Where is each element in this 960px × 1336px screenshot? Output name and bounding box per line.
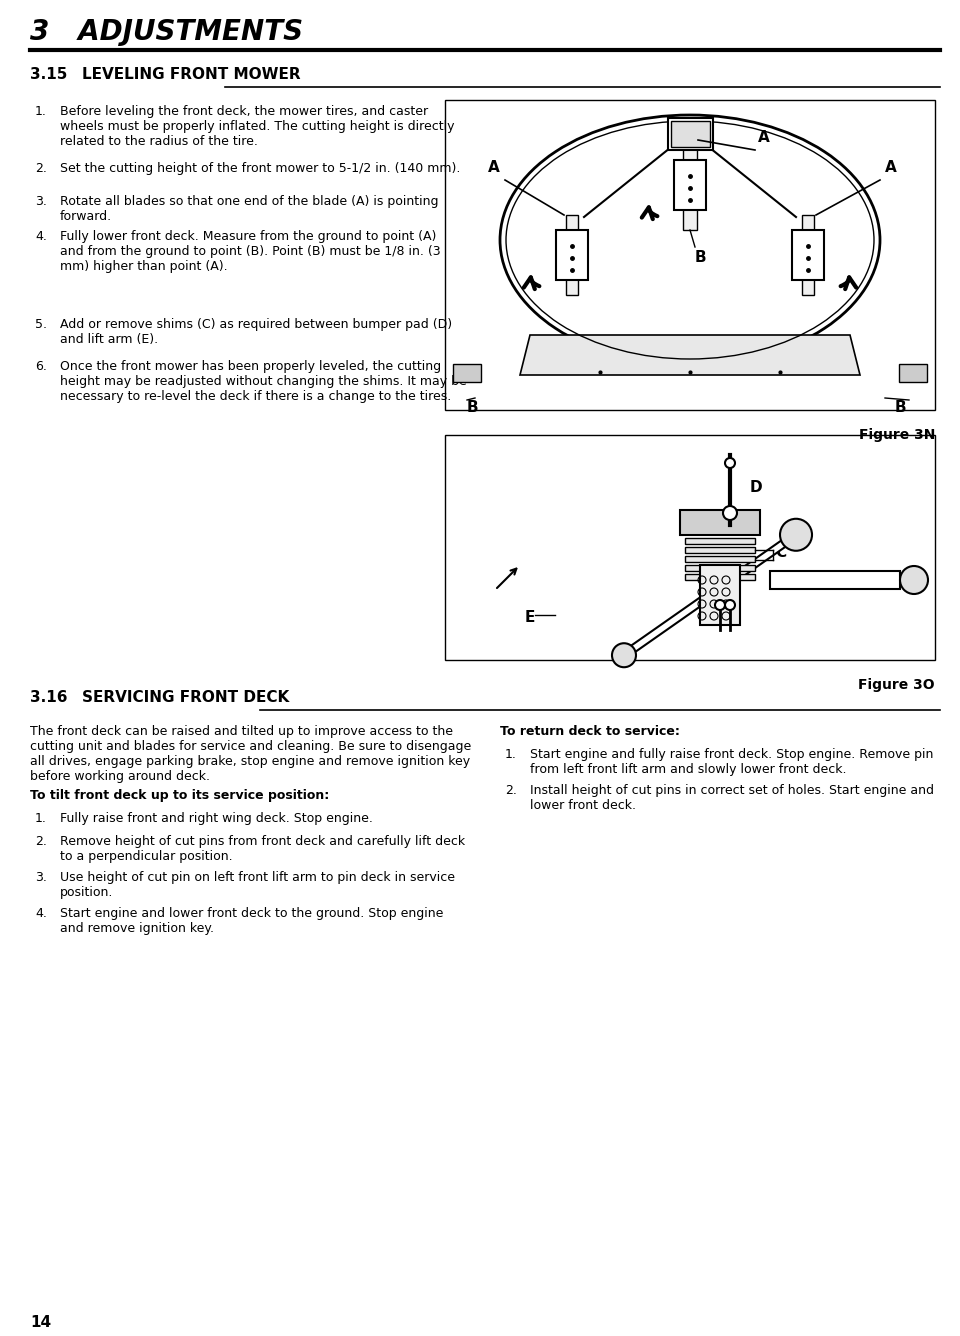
Text: 3.15: 3.15 xyxy=(30,67,67,81)
Bar xyxy=(670,122,709,147)
Text: B: B xyxy=(895,399,906,415)
Text: Remove height of cut pins from front deck and carefully lift deck
to a perpendic: Remove height of cut pins from front dec… xyxy=(60,835,466,863)
Text: The front deck can be raised and tilted up to improve access to the
cutting unit: The front deck can be raised and tilted … xyxy=(30,725,471,783)
Polygon shape xyxy=(520,335,860,375)
Text: 3.: 3. xyxy=(35,195,47,208)
Text: E: E xyxy=(524,611,535,625)
Text: A: A xyxy=(885,160,897,175)
Bar xyxy=(899,363,927,382)
Text: Rotate all blades so that one end of the blade (A) is pointing
forward.: Rotate all blades so that one end of the… xyxy=(60,195,439,223)
Bar xyxy=(685,538,755,544)
Text: Start engine and lower front deck to the ground. Stop engine
and remove ignition: Start engine and lower front deck to the… xyxy=(60,907,444,935)
Text: 5.: 5. xyxy=(35,318,47,331)
Bar xyxy=(674,160,706,210)
Text: 14: 14 xyxy=(30,1315,51,1331)
Text: LEVELING FRONT MOWER: LEVELING FRONT MOWER xyxy=(82,67,300,81)
Bar xyxy=(685,565,755,570)
Text: 1.: 1. xyxy=(505,748,516,762)
Text: Use height of cut pin on left front lift arm to pin deck in service
position.: Use height of cut pin on left front lift… xyxy=(60,871,455,899)
Text: 4.: 4. xyxy=(35,907,47,921)
Text: Install height of cut pins in correct set of holes. Start engine and
lower front: Install height of cut pins in correct se… xyxy=(530,784,934,812)
Bar xyxy=(685,556,755,562)
Bar xyxy=(685,574,755,580)
Text: 2.: 2. xyxy=(35,835,47,848)
Text: D: D xyxy=(750,480,762,496)
Text: Figure 3N: Figure 3N xyxy=(858,428,935,442)
Text: B: B xyxy=(467,399,479,415)
Circle shape xyxy=(725,458,735,468)
Text: To tilt front deck up to its service position:: To tilt front deck up to its service pos… xyxy=(30,790,329,802)
Text: C: C xyxy=(775,545,786,560)
Text: To return deck to service:: To return deck to service: xyxy=(500,725,680,737)
Bar xyxy=(667,118,712,150)
Polygon shape xyxy=(617,526,803,664)
Text: 4.: 4. xyxy=(35,230,47,243)
Text: Once the front mower has been properly leveled, the cutting
height may be readju: Once the front mower has been properly l… xyxy=(60,359,467,403)
Circle shape xyxy=(780,518,812,550)
Text: SERVICING FRONT DECK: SERVICING FRONT DECK xyxy=(82,689,289,705)
Polygon shape xyxy=(566,215,578,295)
Ellipse shape xyxy=(500,115,880,365)
Text: 2.: 2. xyxy=(505,784,516,798)
Text: Fully lower front deck. Measure from the ground to point (A)
and from the ground: Fully lower front deck. Measure from the… xyxy=(60,230,441,273)
Circle shape xyxy=(612,643,636,667)
Bar xyxy=(445,100,935,410)
Text: 3.: 3. xyxy=(35,871,47,884)
Text: 2.: 2. xyxy=(35,162,47,175)
Text: Set the cutting height of the front mower to 5-1/2 in. (140 mm).: Set the cutting height of the front mowe… xyxy=(60,162,461,175)
Text: Before leveling the front deck, the mower tires, and caster
wheels must be prope: Before leveling the front deck, the mowe… xyxy=(60,106,454,148)
Circle shape xyxy=(900,566,928,595)
Text: Start engine and fully raise front deck. Stop engine. Remove pin
from left front: Start engine and fully raise front deck.… xyxy=(530,748,933,776)
Polygon shape xyxy=(683,140,697,230)
Text: A: A xyxy=(489,160,500,175)
Text: 6.: 6. xyxy=(35,359,47,373)
Text: 1.: 1. xyxy=(35,106,47,118)
Text: Fully raise front and right wing deck. Stop engine.: Fully raise front and right wing deck. S… xyxy=(60,812,372,826)
Text: 1.: 1. xyxy=(35,812,47,826)
Text: B: B xyxy=(695,250,707,265)
Text: Figure 3O: Figure 3O xyxy=(858,677,935,692)
Text: 3   ADJUSTMENTS: 3 ADJUSTMENTS xyxy=(30,17,303,45)
Text: A: A xyxy=(758,130,770,146)
Text: Add or remove shims (C) as required between bumper pad (D)
and lift arm (E).: Add or remove shims (C) as required betw… xyxy=(60,318,452,346)
Bar xyxy=(792,230,824,281)
Bar xyxy=(685,546,755,553)
Text: 3.16: 3.16 xyxy=(30,689,67,705)
Circle shape xyxy=(725,600,735,611)
Polygon shape xyxy=(802,215,814,295)
Circle shape xyxy=(723,506,737,520)
Bar xyxy=(700,565,740,625)
Bar xyxy=(556,230,588,281)
Bar xyxy=(445,436,935,660)
Bar xyxy=(680,510,760,534)
Circle shape xyxy=(715,600,725,611)
Bar xyxy=(453,363,481,382)
Polygon shape xyxy=(770,570,900,589)
